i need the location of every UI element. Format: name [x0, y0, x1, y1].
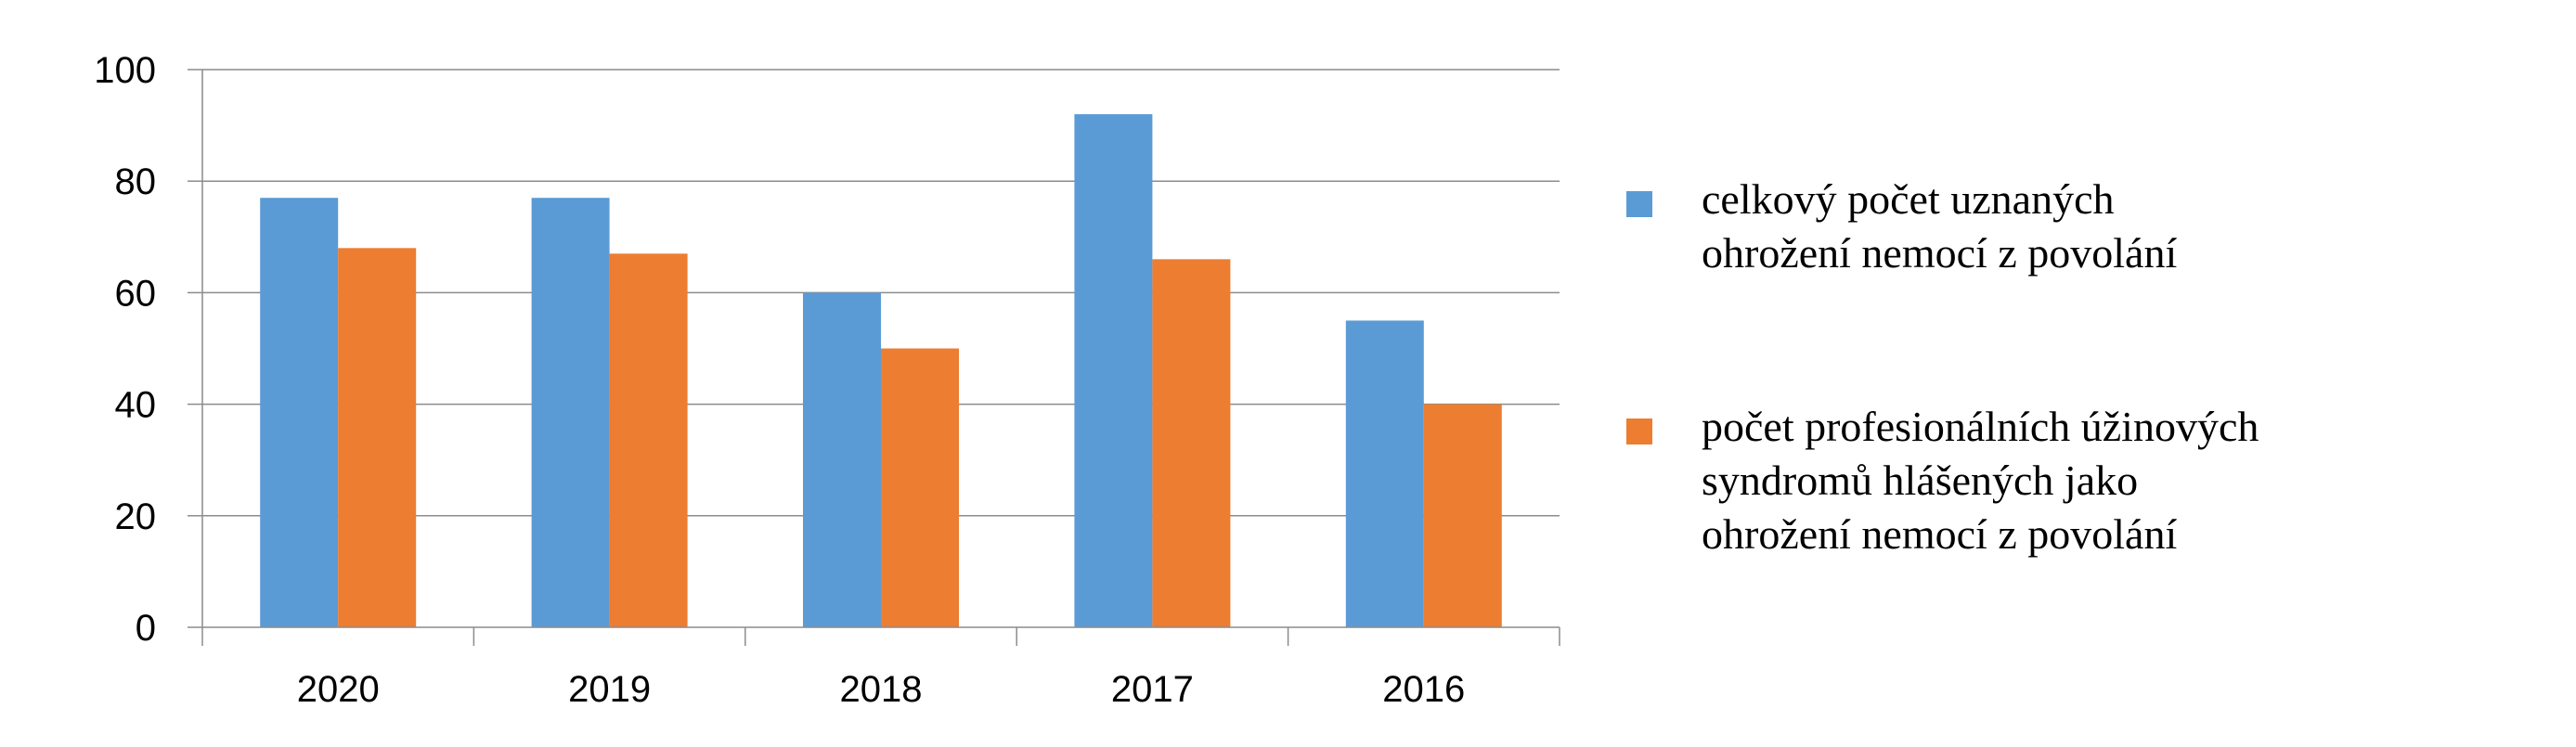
legend-label-2: syndromů hlášených jako [1702, 457, 2138, 504]
y-tick-label: 40 [115, 385, 157, 426]
bar-series2-2018 [881, 348, 959, 627]
y-tick-labels: 0 20 40 60 80 100 [94, 50, 156, 649]
legend-label-1: ohrožení nemocí z povolání [1702, 229, 2177, 277]
bar-series1-2016 [1345, 320, 1424, 627]
legend: celkový počet uznaných ohrožení nemocí z … [1626, 175, 2259, 558]
bar-series1-2017 [1074, 114, 1153, 627]
bars [260, 114, 1502, 628]
axes [188, 69, 1560, 646]
legend-label-2: počet profesionálních úžinových [1702, 403, 2259, 450]
bar-series2-2017 [1152, 259, 1231, 627]
y-tick-label: 0 [136, 608, 156, 649]
x-tick-label-2017: 2017 [1111, 669, 1194, 710]
x-tick-label-2019: 2019 [568, 669, 651, 710]
y-tick-label: 20 [115, 496, 157, 537]
legend-swatch-2 [1626, 419, 1652, 444]
bar-series2-2019 [609, 253, 688, 627]
bar-series2-2016 [1423, 404, 1502, 627]
bar-series1-2019 [531, 198, 610, 628]
y-tick-label: 80 [115, 161, 157, 202]
bar-series1-2020 [260, 198, 339, 628]
y-tick-label: 60 [115, 273, 157, 314]
legend-swatch-1 [1626, 191, 1652, 217]
y-tick-label: 100 [94, 50, 156, 91]
x-tick-labels: 2020 2019 2018 2017 2016 [297, 669, 1466, 710]
x-tick-label-2016: 2016 [1382, 669, 1465, 710]
bar-series2-2020 [338, 248, 417, 627]
legend-label-1: celkový počet uznaných [1702, 175, 2114, 223]
x-tick-label-2018: 2018 [840, 669, 923, 710]
legend-label-2: ohrožení nemocí z povolání [1702, 510, 2177, 558]
bar-series1-2018 [803, 292, 881, 627]
x-tick-label-2020: 2020 [297, 669, 380, 710]
